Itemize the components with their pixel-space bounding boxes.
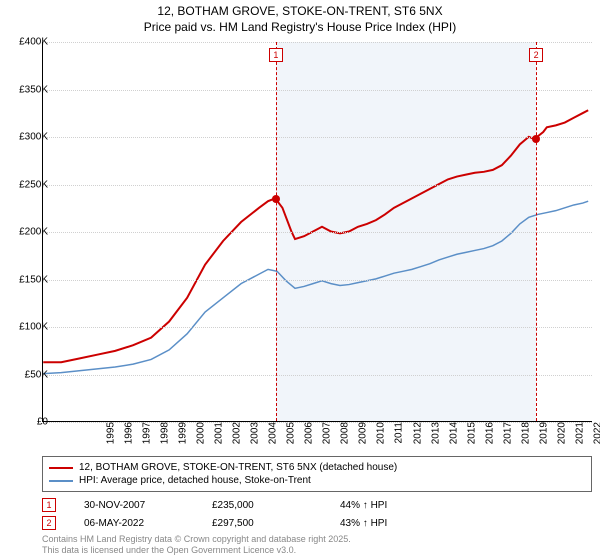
gridline	[43, 232, 592, 233]
gridline	[43, 90, 592, 91]
x-axis-label: 2013	[430, 422, 441, 444]
y-axis-label: £100K	[19, 322, 48, 333]
y-axis-label: £250K	[19, 179, 48, 190]
sale-row-date: 30-NOV-2007	[84, 500, 184, 511]
x-axis-label: 1996	[123, 422, 134, 444]
x-axis-label: 2017	[502, 422, 513, 444]
x-axis-label: 2014	[448, 422, 459, 444]
x-axis-label: 1998	[159, 422, 170, 444]
gridline	[43, 280, 592, 281]
y-axis-label: £350K	[19, 84, 48, 95]
sale-row-date: 06-MAY-2022	[84, 518, 184, 529]
sale-row-price: £235,000	[212, 500, 312, 511]
x-axis-label: 2020	[556, 422, 567, 444]
x-axis-label: 1995	[105, 422, 116, 444]
gridline	[43, 185, 592, 186]
x-axis-label: 2011	[393, 422, 404, 444]
x-axis-label: 2002	[231, 422, 242, 444]
legend: 12, BOTHAM GROVE, STOKE-ON-TRENT, ST6 5N…	[42, 456, 592, 492]
sale-marker-box: 1	[269, 48, 283, 62]
x-axis-label: 2018	[520, 422, 531, 444]
legend-item: 12, BOTHAM GROVE, STOKE-ON-TRENT, ST6 5N…	[49, 461, 585, 474]
y-axis-label: £50K	[25, 369, 48, 380]
x-axis-label: 2001	[213, 422, 224, 444]
x-axis-label: 2007	[322, 422, 333, 444]
legend-label: 12, BOTHAM GROVE, STOKE-ON-TRENT, ST6 5N…	[79, 462, 397, 473]
title-line2: Price paid vs. HM Land Registry's House …	[0, 20, 600, 36]
attribution: Contains HM Land Registry data © Crown c…	[42, 534, 351, 556]
x-axis-label: 2009	[358, 422, 369, 444]
x-axis-label: 2010	[376, 422, 387, 444]
x-axis-label: 2012	[412, 422, 423, 444]
x-axis-label: 2015	[466, 422, 477, 444]
legend-item: HPI: Average price, detached house, Stok…	[49, 474, 585, 487]
sale-marker-box: 2	[529, 48, 543, 62]
chart-title: 12, BOTHAM GROVE, STOKE-ON-TRENT, ST6 5N…	[0, 0, 600, 35]
sale-table: 1 30-NOV-2007 £235,000 44% ↑ HPI 2 06-MAY-202…	[42, 496, 387, 532]
x-axis-label: 2019	[538, 422, 549, 444]
gridline	[43, 327, 592, 328]
legend-swatch	[49, 480, 73, 482]
x-axis-label: 2022	[592, 422, 600, 444]
x-axis-label: 1999	[177, 422, 188, 444]
y-axis-label: £200K	[19, 227, 48, 238]
x-axis-label: 2004	[268, 422, 279, 444]
gridline	[43, 375, 592, 376]
sale-marker-line	[536, 42, 537, 421]
sale-row: 1 30-NOV-2007 £235,000 44% ↑ HPI	[42, 496, 387, 514]
gridline	[43, 137, 592, 138]
sale-row-marker: 1	[42, 498, 56, 512]
x-axis-label: 2000	[195, 422, 206, 444]
sale-row-delta: 44% ↑ HPI	[340, 500, 387, 511]
title-line1: 12, BOTHAM GROVE, STOKE-ON-TRENT, ST6 5N…	[0, 4, 600, 20]
y-axis-label: £150K	[19, 274, 48, 285]
y-axis-label: £400K	[19, 37, 48, 48]
y-axis-label: £300K	[19, 132, 48, 143]
x-axis-label: 2021	[574, 422, 585, 444]
sale-row-marker: 2	[42, 516, 56, 530]
attribution-line: Contains HM Land Registry data © Crown c…	[42, 534, 351, 545]
attribution-line: This data is licensed under the Open Gov…	[42, 545, 351, 556]
chart-container: 12, BOTHAM GROVE, STOKE-ON-TRENT, ST6 5N…	[0, 0, 600, 560]
y-axis-label: £0	[37, 417, 48, 428]
sale-row-delta: 43% ↑ HPI	[340, 518, 387, 529]
legend-swatch	[49, 467, 73, 469]
x-axis-label: 2008	[340, 422, 351, 444]
x-axis-label: 2016	[484, 422, 495, 444]
sale-row: 2 06-MAY-2022 £297,500 43% ↑ HPI	[42, 514, 387, 532]
sale-marker-dot	[272, 195, 280, 203]
legend-label: HPI: Average price, detached house, Stok…	[79, 475, 311, 486]
x-axis-label: 1997	[141, 422, 152, 444]
gridline	[43, 42, 592, 43]
x-axis-label: 2003	[250, 422, 261, 444]
sale-marker-line	[276, 42, 277, 421]
plot-area: 1995199619971998199920002001200220032004…	[42, 42, 592, 422]
sale-marker-dot	[532, 135, 540, 143]
x-axis-label: 2005	[286, 422, 297, 444]
x-axis-label: 2006	[304, 422, 315, 444]
sale-row-price: £297,500	[212, 518, 312, 529]
